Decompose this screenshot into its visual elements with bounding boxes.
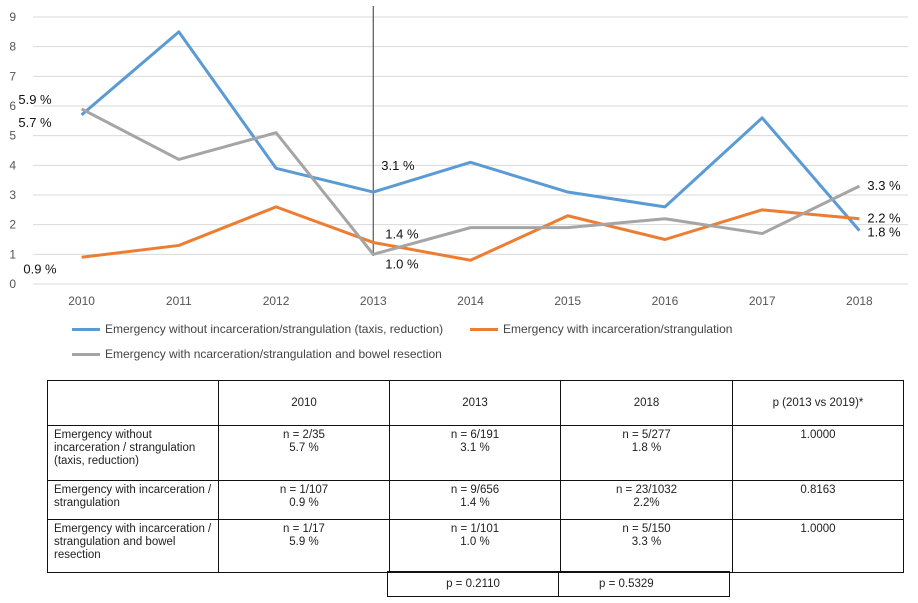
table-row: Emergency with incarceration / strangula… [47,480,904,520]
cell-count: n = 1/17 [283,523,325,535]
legend-item-series-2: Emergency with ncarceration/strangulatio… [72,347,442,361]
cell-count: n = 1/101 [450,523,500,535]
x-tick-label: 2016 [652,294,679,308]
y-tick-label: 2 [9,218,16,232]
x-tick-label: 2017 [749,294,776,308]
row-label: Emergency with incarceration / strangula… [47,480,219,520]
cell-percent: 1.8 % [631,442,662,454]
data-label: 2.2 % [867,211,901,226]
legend-swatch-blue [72,327,100,331]
y-tick-label: 6 [9,99,16,113]
cell-count: n = 1/107 [279,484,329,496]
line-chart: 0 1 2 3 4 5 6 7 8 9 2010 2011 2012 2013 2014 2015 2016 20… [9,6,908,308]
y-tick-label: 4 [9,158,16,172]
data-label: 3.3 % [867,178,901,193]
x-tick-label: 2011 [166,294,192,308]
y-tick-label: 3 [9,188,16,202]
y-tick-label: 0 [9,277,16,291]
data-label: 5.7 % [18,115,52,130]
p-value-2018: p = 0.5329 [599,578,654,590]
series-line-0 [80,30,861,232]
header-cell-p-value: p (2013 vs 2019)* [732,380,904,426]
data-label: 1.4 % [385,226,419,241]
cell-p-value: 1.0000 [732,519,904,573]
cell-2010: n = 1/17 5.9 % [218,519,390,573]
cell-percent: 5.9 % [289,536,319,548]
y-tick-label: 8 [9,40,16,54]
legend-item-series-0: Emergency without incarceration/strangul… [72,322,443,336]
p-value-2013: p = 0.2110 [446,578,500,590]
x-tick-label: 2018 [846,294,873,308]
cell-count: n = 6/191 [450,429,500,441]
header-cell-2010: 2010 [218,380,390,426]
cell-percent: 1.4 % [460,497,490,509]
x-tick-label: 2015 [554,294,581,308]
series-line-2 [80,107,861,256]
cell-2013: n = 6/191 3.1 % [389,425,561,481]
cell-percent: 3.1 % [460,442,490,454]
data-label: 5.9 % [18,92,52,107]
table-header-row: 2010 2013 2018 p (2013 vs 2019)* [47,380,904,426]
cell-count: n = 23/1032 [615,484,678,496]
legend-swatch-orange [470,327,498,331]
cell-percent: 2.2% [633,497,660,509]
cell-p-value: 0.8163 [732,480,904,520]
cell-count: n = 5/150 [622,523,671,535]
p-value-2018-box: p = 0.5329 [558,571,730,597]
cell-2013: n = 1/101 1.0 % [389,519,561,573]
legend-swatch-gray [72,352,100,356]
data-label: 0.9 % [23,261,57,276]
cell-count: n = 5/277 [622,429,671,441]
legend-label: Emergency with incarceration/strangulati… [503,322,733,336]
cell-2010: n = 1/107 0.9 % [218,480,390,520]
cell-p-value: 1.0000 [732,425,904,481]
header-cell-2018: 2018 [560,380,733,426]
data-label: 1.8 % [867,225,901,240]
data-label: 3.1 % [381,158,415,173]
cell-2018: n = 23/1032 2.2% [560,480,733,520]
cell-percent: 1.0 % [460,536,490,548]
cell-percent: 0.9 % [289,497,319,509]
cell-count: n = 2/35 [283,429,325,441]
header-cell-2013: 2013 [389,380,561,426]
y-tick-label: 9 [9,10,16,24]
row-label: Emergency without incarceration / strang… [47,425,219,481]
row-label: Emergency with incarceration / strangula… [47,519,219,573]
cell-count: n = 9/656 [450,484,500,496]
legend-item-series-1: Emergency with incarceration/strangulati… [470,322,732,336]
y-tick-label: 1 [9,247,16,261]
series-line-1 [81,205,860,262]
header-cell-empty [47,380,219,426]
x-tick-label: 2010 [68,294,95,308]
table-row: Emergency without incarceration / strang… [47,425,904,481]
legend-label: Emergency with ncarceration/strangulatio… [105,347,442,361]
cell-2010: n = 2/35 5.7 % [218,425,390,481]
cell-2018: n = 5/150 3.3 % [560,519,733,573]
cell-percent: 3.3 % [631,536,662,548]
results-table: 2010 2013 2018 p (2013 vs 2019)* Emergen… [47,380,904,573]
p-value-2013-box: p = 0.2110 [387,571,559,597]
x-tick-label: 2012 [263,294,290,308]
legend-label: Emergency without incarceration/strangul… [105,322,444,336]
cell-percent: 5.7 % [289,442,319,454]
x-tick-label: 2014 [457,294,484,308]
data-label: 1.0 % [385,256,419,271]
table-row: Emergency with incarceration / strangula… [47,519,904,573]
cell-2013: n = 9/656 1.4 % [389,480,561,520]
y-tick-label: 5 [9,129,16,143]
x-tick-label: 2013 [360,294,387,308]
y-tick-label: 7 [9,69,16,83]
cell-2018: n = 5/277 1.8 % [560,425,733,481]
